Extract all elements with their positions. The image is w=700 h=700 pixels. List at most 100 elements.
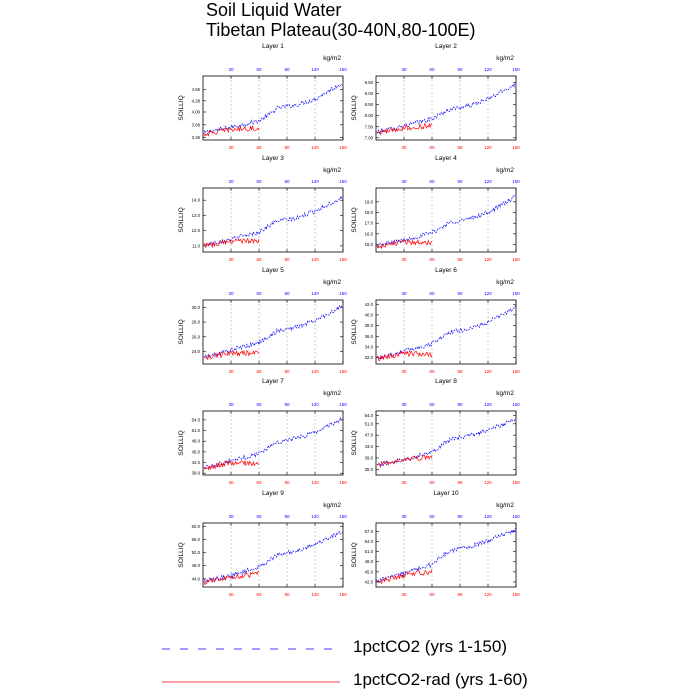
chart-panel-9: Layer 9 kg/m2 30 60 90 120 150 30 60 90 120 150 44.0… — [178, 490, 347, 597]
chart-panel-10: Layer 10 kg/m2 30 60 90 120 150 30 60 90 120 150 42.… — [351, 490, 520, 597]
panel-title: Layer 7 — [262, 378, 284, 385]
series-line-1pctco2-rad — [376, 238, 433, 250]
bottom-x-tick-label: 90 — [457, 145, 463, 150]
bottom-x-tick-label: 60 — [256, 369, 262, 374]
legend-label-1pctco2: 1pctCO2 (yrs 1-150) — [353, 637, 507, 656]
y-tick-label: 24.0 — [192, 349, 201, 354]
chart-panel-7: Layer 7 kg/m2 30 60 90 120 150 30 60 90 120 150 39.0… — [178, 378, 347, 485]
top-x-tick-label: 60 — [429, 67, 435, 72]
chart-panel-8: Layer 8 kg/m2 30 60 90 120 150 30 60 90 120 150 35.0… — [351, 378, 520, 485]
top-x-tick-label: 150 — [512, 291, 520, 296]
y-axis-label: SOILLIQ — [178, 207, 185, 232]
unit-label: kg/m2 — [496, 502, 514, 509]
top-x-tick-label: 120 — [311, 179, 319, 184]
y-tick-label: 42.0 — [365, 579, 374, 584]
y-tick-label: 7.50 — [365, 124, 374, 129]
y-axis-label: SOILLIQ — [351, 207, 358, 232]
chart-panel-6: Layer 6 kg/m2 30 60 90 120 150 30 60 90 120 150 32.0… — [351, 267, 520, 374]
top-x-tick-label: 150 — [339, 402, 347, 407]
unit-label: kg/m2 — [496, 55, 514, 62]
bottom-x-tick-label: 30 — [401, 480, 407, 485]
y-tick-label: 16.0 — [365, 231, 374, 236]
chart-panel-3: Layer 3 kg/m2 30 60 90 120 150 30 60 90 120 150 11.0… — [178, 155, 347, 262]
plot-frame — [202, 522, 344, 588]
top-x-tick-label: 150 — [339, 291, 347, 296]
bottom-x-tick-label: 30 — [228, 480, 234, 485]
y-axis-label: SOILLIQ — [178, 319, 185, 344]
bottom-x-tick-label: 120 — [311, 257, 319, 262]
panel-title: Layer 3 — [262, 155, 284, 162]
top-x-tick-label: 120 — [484, 179, 492, 184]
figure-title-line1: Soil Liquid Water — [206, 0, 342, 20]
top-x-tick-label: 60 — [429, 514, 435, 519]
y-tick-label: 13.0 — [192, 213, 201, 218]
bottom-x-tick-label: 120 — [484, 592, 492, 597]
top-x-tick-label: 60 — [256, 67, 262, 72]
top-x-tick-label: 120 — [311, 514, 319, 519]
y-tick-label: 4.56 — [192, 87, 201, 92]
plot-frame — [375, 299, 517, 365]
panel-title: Layer 9 — [262, 490, 284, 497]
top-x-tick-label: 120 — [311, 291, 319, 296]
y-tick-label: 56.0 — [192, 537, 201, 542]
bottom-x-tick-label: 30 — [401, 592, 407, 597]
panel-title: Layer 4 — [435, 155, 457, 162]
bottom-x-tick-label: 120 — [311, 145, 319, 150]
y-tick-label: 60.0 — [192, 524, 201, 529]
y-tick-label: 9.50 — [365, 80, 374, 85]
y-axis-label: SOILLIQ — [178, 430, 185, 455]
bottom-x-tick-label: 120 — [311, 369, 319, 374]
bottom-x-tick-label: 90 — [284, 480, 290, 485]
bottom-x-tick-label: 150 — [339, 369, 347, 374]
series-line-1pctco2 — [203, 304, 344, 360]
bottom-x-tick-label: 90 — [284, 257, 290, 262]
series-line-1pctco2 — [376, 527, 517, 584]
y-axis-label: SOILLIQ — [178, 542, 185, 567]
y-axis-label: SOILLIQ — [351, 430, 358, 455]
top-x-tick-label: 120 — [484, 291, 492, 296]
top-x-tick-label: 150 — [339, 67, 347, 72]
top-x-tick-label: 30 — [401, 514, 407, 519]
series-line-1pctco2-rad — [203, 237, 260, 249]
y-tick-label: 47.0 — [365, 433, 374, 438]
top-x-tick-label: 90 — [457, 402, 463, 407]
top-x-tick-label: 90 — [457, 291, 463, 296]
chart-panel-5: Layer 5 kg/m2 30 60 90 120 150 30 60 90 120 150 24.0… — [178, 267, 347, 374]
panel-title: Layer 5 — [262, 267, 284, 274]
plot-frame — [375, 75, 517, 141]
top-x-tick-label: 120 — [484, 402, 492, 407]
series-line-1pctco2-rad — [203, 125, 260, 137]
bottom-x-tick-label: 150 — [339, 480, 347, 485]
y-tick-label: 39.0 — [365, 455, 374, 460]
plot-frame — [375, 187, 517, 253]
top-x-tick-label: 60 — [256, 179, 262, 184]
top-x-tick-label: 90 — [284, 179, 290, 184]
bottom-x-tick-label: 30 — [401, 145, 407, 150]
top-x-tick-label: 150 — [339, 514, 347, 519]
y-tick-label: 8.00 — [365, 113, 374, 118]
y-axis-label: SOILLIQ — [351, 542, 358, 567]
series-line-1pctco2 — [376, 305, 517, 360]
y-tick-label: 48.0 — [192, 439, 201, 444]
plot-frame — [202, 410, 344, 476]
top-x-tick-label: 60 — [429, 291, 435, 296]
panel-title: Layer 6 — [435, 267, 457, 274]
y-tick-label: 4.00 — [192, 110, 201, 115]
top-x-tick-label: 150 — [512, 179, 520, 184]
y-tick-label: 48.0 — [192, 563, 201, 568]
chart-panel-1: Layer 1 kg/m2 30 60 90 120 150 30 60 90 120 150 3.36… — [178, 43, 347, 150]
legend-label-1pctco2-rad: 1pctCO2-rad (yrs 1-60) — [353, 670, 528, 689]
bottom-x-tick-label: 120 — [311, 592, 319, 597]
y-tick-label: 7.00 — [365, 135, 374, 140]
panel-title: Layer 2 — [435, 43, 457, 50]
top-x-tick-label: 90 — [457, 514, 463, 519]
top-x-tick-label: 60 — [429, 179, 435, 184]
bottom-x-tick-label: 60 — [256, 145, 262, 150]
bottom-x-tick-label: 60 — [429, 369, 435, 374]
bottom-x-tick-label: 120 — [311, 480, 319, 485]
top-x-tick-label: 60 — [256, 514, 262, 519]
y-tick-label: 57.0 — [365, 529, 374, 534]
series-line-1pctco2 — [203, 195, 344, 247]
top-x-tick-label: 90 — [284, 402, 290, 407]
y-tick-label: 9.00 — [365, 91, 374, 96]
